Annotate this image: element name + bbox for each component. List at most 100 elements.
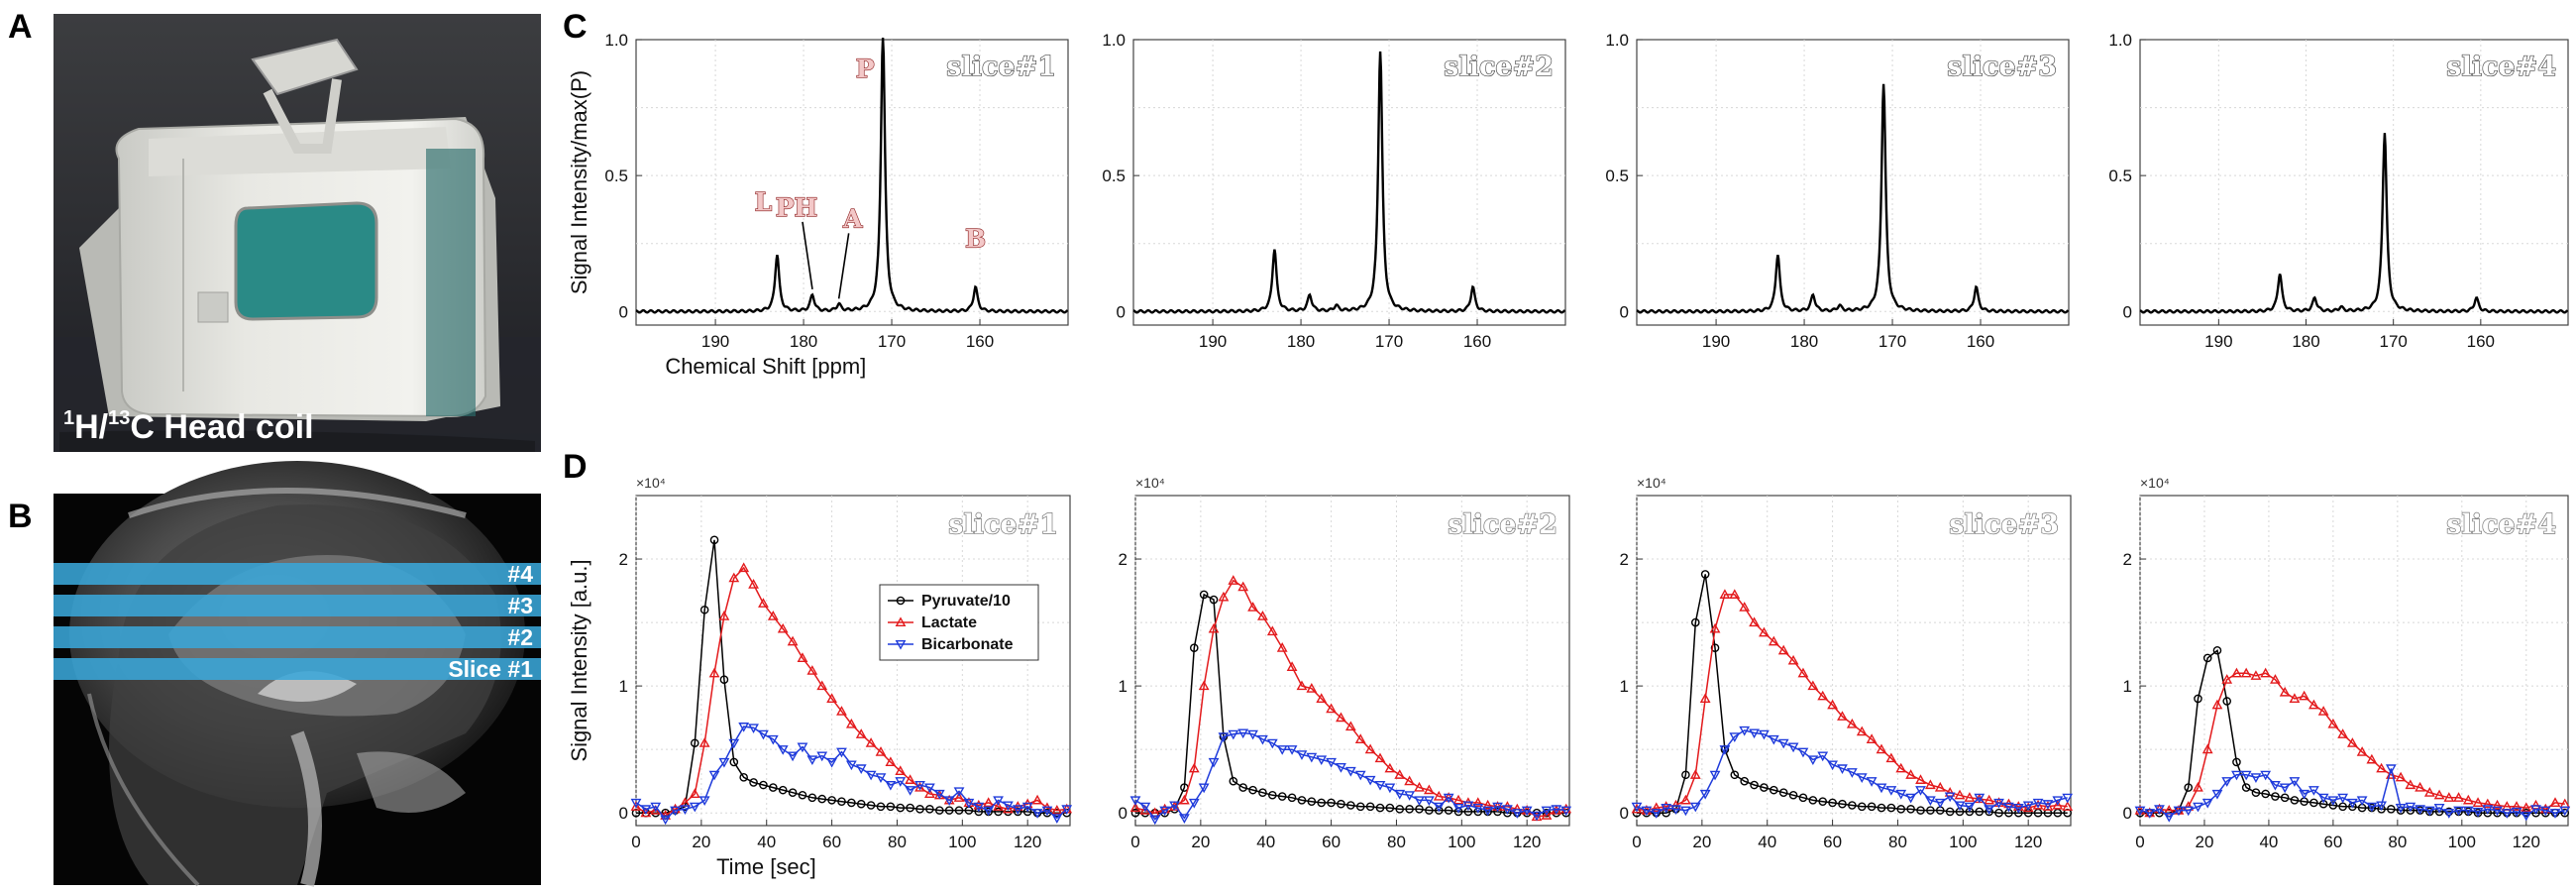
- data-point: [2290, 796, 2300, 805]
- data-point: [1405, 805, 1414, 814]
- data-point: [847, 798, 856, 808]
- data-point: [2453, 792, 2464, 802]
- slice-title: slice#2: [1444, 52, 1554, 82]
- y-tick-label: 0.5: [604, 167, 628, 185]
- data-point: [806, 755, 818, 766]
- data-point: [1031, 794, 1043, 805]
- data-point: [2231, 667, 2242, 678]
- x-tick-label: 40: [1256, 833, 1275, 851]
- data-point: [876, 802, 886, 812]
- data-point: [1307, 797, 1317, 806]
- data-point: [1354, 733, 1366, 743]
- data-point: [2415, 805, 2425, 815]
- x-tick-label: 60: [822, 833, 841, 851]
- data-point: [973, 799, 985, 810]
- data-point: [630, 801, 642, 811]
- y-axis-label: Signal Intensity/max(P): [567, 70, 591, 294]
- data-point: [2251, 788, 2261, 798]
- data-point: [708, 667, 720, 678]
- data-point: [797, 652, 808, 662]
- data-point: [1258, 788, 1267, 798]
- x-tick-label: 80: [888, 833, 907, 851]
- data-point: [2346, 737, 2358, 747]
- data-point: [2289, 777, 2301, 787]
- data-point: [1856, 725, 1868, 736]
- data-point: [2299, 690, 2310, 701]
- data-point: [1944, 792, 1956, 803]
- data-point: [1916, 806, 1925, 815]
- slab-label: #3: [507, 593, 533, 618]
- data-point: [1354, 770, 1366, 781]
- data-point: [906, 803, 914, 813]
- data-point: [2501, 809, 2513, 819]
- y-tick-label: 0: [1117, 302, 1126, 321]
- data-point: [1885, 786, 1897, 796]
- data-point: [2222, 697, 2231, 706]
- data-point: [1031, 809, 1043, 819]
- data-point: [680, 805, 691, 815]
- data-point: [1895, 789, 1907, 800]
- data-point: [1964, 792, 1976, 802]
- data-point: [1326, 757, 1337, 768]
- data-point: [1229, 776, 1238, 786]
- legend: Pyruvate/10 Lactate Bicarbonate: [879, 584, 1039, 661]
- data-point: [660, 815, 672, 826]
- data-point: [2309, 798, 2318, 808]
- data-point: [2472, 807, 2484, 818]
- legend-entry: Pyruvate/10: [921, 593, 1011, 610]
- data-point: [1257, 734, 1268, 745]
- data-point: [2202, 653, 2212, 663]
- data-point: [1541, 806, 1553, 817]
- series-line: [635, 566, 1067, 817]
- data-point: [993, 801, 1004, 811]
- data-point: [1954, 801, 1966, 812]
- data-point: [2337, 793, 2349, 804]
- data-point: [630, 798, 642, 809]
- y-tick-label: 1.0: [2108, 31, 2132, 50]
- data-point: [1051, 814, 1063, 824]
- x-tick-label: 80: [2388, 833, 2407, 851]
- data-point: [1848, 801, 1857, 810]
- data-point: [1375, 803, 1385, 813]
- x-tick-label: 0: [1632, 833, 1641, 851]
- data-point: [2261, 789, 2270, 799]
- slice-title: slice#4: [2446, 509, 2556, 540]
- data-point: [1788, 790, 1798, 800]
- data-point: [1954, 789, 1966, 800]
- data-point: [1925, 779, 1936, 790]
- data-point: [826, 693, 837, 703]
- x-tick-label: 60: [1823, 833, 1842, 851]
- data-point: [2327, 718, 2339, 728]
- data-point: [1247, 602, 1258, 612]
- slice-title: slice#1: [948, 509, 1058, 540]
- y-tick-label: 1.0: [1102, 31, 1126, 50]
- data-point: [1129, 802, 1141, 813]
- data-point: [1690, 617, 1700, 627]
- data-point: [787, 635, 799, 646]
- data-point: [1729, 732, 1741, 742]
- slab-label: Slice #1: [448, 656, 533, 682]
- x-tick-label: 120: [1014, 833, 1041, 851]
- data-point: [2317, 706, 2329, 716]
- x-tick-label: 100: [1949, 833, 1977, 851]
- data-point: [806, 665, 818, 675]
- data-point: [1277, 792, 1287, 801]
- data-point: [896, 803, 906, 813]
- data-point: [1218, 591, 1230, 602]
- data-point: [2201, 743, 2213, 754]
- data-point: [2539, 806, 2551, 817]
- data-point: [2492, 806, 2503, 817]
- data-point: [1827, 699, 1838, 710]
- data-point: [2560, 808, 2570, 818]
- data-point: [2193, 802, 2203, 813]
- data-point: [1876, 743, 1887, 754]
- data-point: [896, 596, 906, 606]
- x-tick-label: 190: [2204, 332, 2232, 351]
- series-bicarbonate: [2134, 764, 2571, 823]
- data-point: [817, 794, 827, 804]
- series-lactate: [2134, 667, 2571, 818]
- data-point: [1021, 802, 1033, 813]
- data-point: [1797, 747, 1809, 758]
- y-tick-label: 2: [1620, 550, 1629, 569]
